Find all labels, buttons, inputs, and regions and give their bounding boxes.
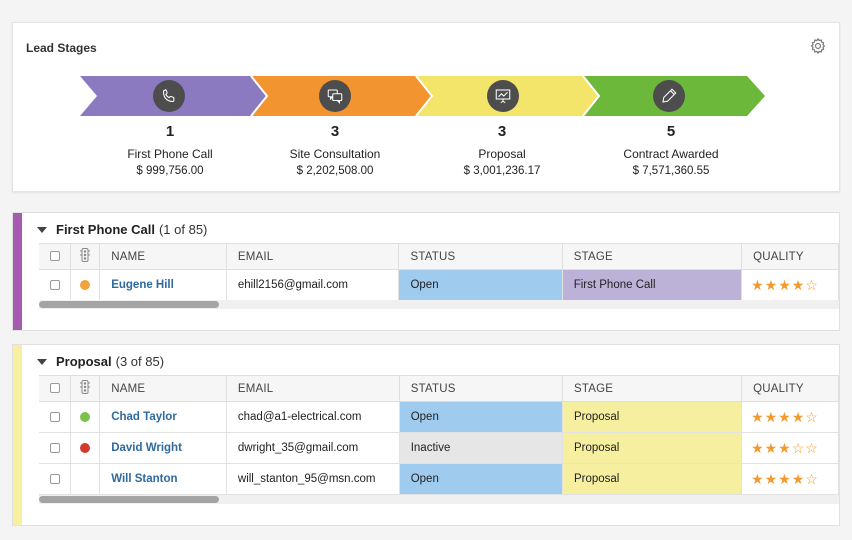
group-header-toggle[interactable]: Proposal (3 of 85) [37, 354, 164, 369]
leads-table: NAME EMAIL STATUS STAGE QUALITY Chad Tay… [39, 375, 839, 495]
stage-amount: $ 7,571,360.55 [632, 165, 710, 177]
column-header-name[interactable]: NAME [99, 243, 227, 270]
select-all-checkbox[interactable] [39, 375, 72, 402]
column-header-status[interactable]: STATUS [399, 375, 563, 402]
lead-stage[interactable]: Proposal [562, 401, 743, 433]
chat-icon [319, 80, 351, 112]
group-name: First Phone Call [56, 222, 155, 237]
column-header-stage[interactable]: STAGE [562, 243, 743, 270]
horizontal-scrollbar[interactable] [39, 495, 839, 504]
pen-icon [653, 80, 685, 112]
column-header-name[interactable]: NAME [99, 375, 227, 402]
lead-email: chad@a1-electrical.com [226, 401, 400, 433]
status-dot [70, 269, 101, 301]
table-row: Chad Taylor chad@a1-electrical.com Open … [39, 401, 839, 433]
table-row: Will Stanton will_stanton_95@msn.com Ope… [39, 463, 839, 495]
lead-email: dwright_35@gmail.com [226, 432, 400, 464]
lead-name-link[interactable]: David Wright [99, 432, 227, 464]
column-header-stage[interactable]: STAGE [562, 375, 743, 402]
lead-stage[interactable]: Proposal [562, 463, 743, 495]
star-rating[interactable]: ★★★★☆ [741, 401, 839, 433]
lead-stages-title: Lead Stages [26, 41, 97, 55]
star-rating[interactable]: ★★★★☆ [741, 463, 839, 495]
group-count: (1 of 85) [158, 222, 208, 237]
stage-name: First Phone Call [127, 147, 213, 161]
group-first-phone-call: First Phone Call (1 of 85) NAME EMAIL ST… [12, 212, 840, 331]
lead-status[interactable]: Inactive [399, 432, 563, 464]
lead-status[interactable]: Open [399, 401, 563, 433]
group-color-bar [13, 345, 22, 525]
row-checkbox[interactable] [39, 401, 72, 433]
scrollbar-thumb[interactable] [39, 496, 219, 503]
caret-down-icon [37, 358, 47, 365]
status-dot [70, 432, 101, 464]
group-header-toggle[interactable]: First Phone Call (1 of 85) [37, 222, 207, 237]
column-header-email[interactable]: EMAIL [226, 375, 400, 402]
select-all-checkbox[interactable] [39, 243, 72, 270]
stage-count: 3 [330, 123, 340, 140]
lead-stage[interactable]: First Phone Call [562, 269, 743, 301]
lead-stage[interactable]: Proposal [562, 432, 743, 464]
traffic-light-icon [70, 375, 101, 402]
stage-name: Contract Awarded [623, 147, 719, 161]
stage-summary-3[interactable]: 3 Proposal $ 3,001,236.17 [412, 123, 592, 177]
stage-count: 5 [666, 123, 676, 140]
row-checkbox[interactable] [39, 463, 72, 495]
column-header-status[interactable]: STATUS [398, 243, 563, 270]
phone-icon [153, 80, 185, 112]
stage-count: 3 [497, 123, 507, 140]
table-row: Eugene Hill ehill2156@gmail.com Open Fir… [39, 269, 839, 301]
status-dot [70, 401, 101, 433]
column-header-quality[interactable]: QUALITY [741, 243, 839, 270]
horizontal-scrollbar[interactable] [39, 300, 839, 309]
group-color-bar [13, 213, 22, 330]
stage-summary-1[interactable]: 1 First Phone Call $ 999,756.00 [80, 123, 260, 177]
group-proposal: Proposal (3 of 85) NAME EMAIL STATUS STA… [12, 344, 840, 526]
stage-amount: $ 2,202,508.00 [296, 165, 374, 177]
stage-name: Site Consultation [289, 147, 381, 161]
traffic-light-icon [70, 243, 101, 270]
table-row: David Wright dwright_35@gmail.com Inacti… [39, 432, 839, 464]
column-header-quality[interactable]: QUALITY [741, 375, 839, 402]
stage-amount: $ 3,001,236.17 [463, 165, 541, 177]
lead-email: ehill2156@gmail.com [226, 269, 400, 301]
caret-down-icon [37, 226, 47, 233]
group-count: (3 of 85) [115, 354, 165, 369]
table-header-row: NAME EMAIL STATUS STAGE QUALITY [39, 375, 839, 402]
status-dot [70, 463, 101, 495]
table-header-row: NAME EMAIL STATUS STAGE QUALITY [39, 243, 839, 270]
group-name: Proposal [56, 354, 112, 369]
stage-summary-2[interactable]: 3 Site Consultation $ 2,202,508.00 [245, 123, 425, 177]
leads-table: NAME EMAIL STATUS STAGE QUALITY Eugene H… [39, 243, 839, 301]
row-checkbox[interactable] [39, 432, 72, 464]
lead-status[interactable]: Open [398, 269, 563, 301]
lead-name-link[interactable]: Will Stanton [99, 463, 227, 495]
presentation-icon [487, 80, 519, 112]
row-checkbox[interactable] [39, 269, 72, 301]
gear-icon[interactable] [809, 37, 827, 55]
lead-name-link[interactable]: Eugene Hill [99, 269, 227, 301]
lead-stages-card: Lead Stages 1 First Phone Call $ 999,756… [12, 22, 840, 192]
stage-name: Proposal [478, 147, 526, 161]
lead-name-link[interactable]: Chad Taylor [99, 401, 227, 433]
stage-amount: $ 999,756.00 [136, 165, 204, 177]
stage-summary-4[interactable]: 5 Contract Awarded $ 7,571,360.55 [581, 123, 761, 177]
lead-email: will_stanton_95@msn.com [226, 463, 400, 495]
scrollbar-thumb[interactable] [39, 301, 219, 308]
stage-count: 1 [165, 123, 175, 140]
lead-status[interactable]: Open [399, 463, 563, 495]
star-rating[interactable]: ★★★★☆ [741, 269, 839, 301]
star-rating[interactable]: ★★★☆☆ [741, 432, 839, 464]
column-header-email[interactable]: EMAIL [226, 243, 400, 270]
